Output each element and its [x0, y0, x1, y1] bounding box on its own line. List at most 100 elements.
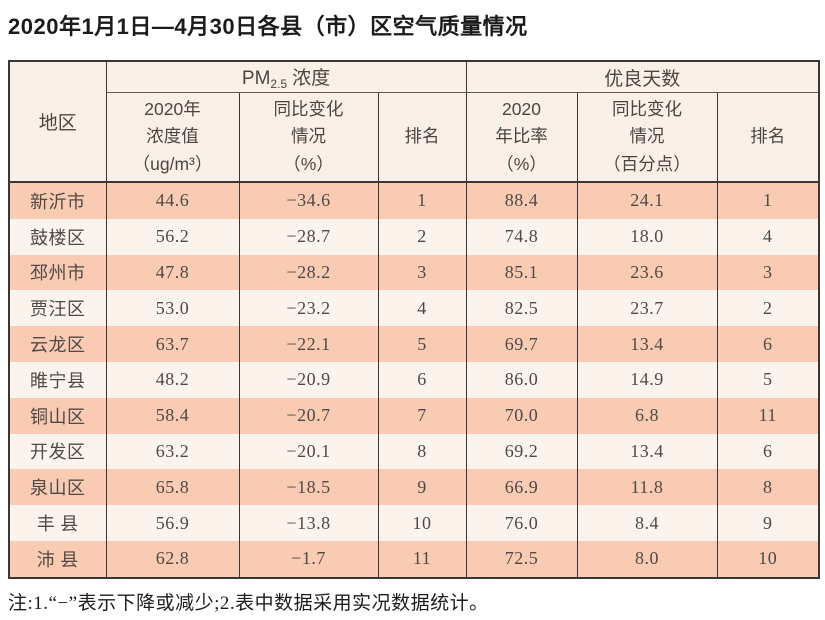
- days-rate-cell: 66.9: [465, 469, 577, 506]
- pm-change-cell: −22.1: [238, 326, 378, 362]
- table-row: 沛 县 62.8 −1.7 11 72.5 8.0 10: [8, 540, 820, 578]
- region-cell: 丰 县: [8, 505, 106, 541]
- days-rank-cell: 2: [716, 290, 820, 327]
- days-rank-cell: 6: [716, 326, 820, 362]
- days-rank-cell: 1: [716, 182, 820, 219]
- days-rate-cell: 72.5: [465, 540, 577, 578]
- pm-value-cell: 48.2: [105, 361, 239, 398]
- days-change-cell: 11.8: [576, 469, 717, 506]
- pm25-label-prefix: PM: [241, 68, 271, 89]
- days-change-cell: 6.8: [576, 397, 717, 434]
- table-row: 开发区 63.2 −20.1 8 69.2 13.4 6: [8, 433, 820, 470]
- days-rate-cell: 74.8: [465, 218, 577, 255]
- days-rank-cell: 8: [716, 469, 820, 506]
- pm-rank-cell: 7: [377, 397, 466, 434]
- table-row: 睢宁县 48.2 −20.9 6 86.0 14.9 5: [8, 361, 820, 398]
- days-rank-cell: 10: [716, 540, 820, 578]
- pm-value-cell: 63.7: [105, 326, 239, 362]
- pm-value-cell: 47.8: [105, 254, 239, 291]
- region-column-header: 地区: [8, 61, 106, 183]
- region-cell: 贾汪区: [8, 290, 106, 327]
- days-change-cell: 23.6: [576, 254, 717, 291]
- pm-rank-cell: 10: [377, 505, 466, 541]
- table-row: 铜山区 58.4 −20.7 7 70.0 6.8 11: [8, 397, 820, 434]
- table-row: 泉山区 65.8 −18.5 9 66.9 11.8 8: [8, 469, 820, 506]
- footnote: 注:1.“−”表示下降或减少;2.表中数据采用实况数据统计。: [8, 593, 489, 614]
- days-rate-cell: 82.5: [465, 290, 577, 327]
- pm-rank-cell: 11: [377, 540, 466, 578]
- pm-change-cell: −20.9: [238, 361, 378, 398]
- days-change-cell: 8.4: [576, 505, 717, 541]
- table-row: 贾汪区 53.0 −23.2 4 82.5 23.7 2: [8, 290, 820, 327]
- pm-rank-cell: 3: [377, 254, 466, 291]
- days-rank-column-header: 排名: [716, 92, 820, 183]
- table-row: 鼓楼区 56.2 −28.7 2 74.8 18.0 4: [8, 218, 820, 255]
- header-group-row: 地区 PM2.5 浓度 优良天数: [8, 61, 820, 183]
- days-rate-cell: 70.0: [465, 397, 577, 434]
- pm-value-cell: 56.9: [105, 505, 239, 541]
- pm25-group-header: PM2.5 浓度: [105, 61, 466, 93]
- region-cell: 鼓楼区: [8, 218, 106, 255]
- pm-change-cell: −20.1: [238, 433, 378, 470]
- region-cell: 新沂市: [8, 182, 106, 219]
- days-rate-cell: 76.0: [465, 505, 577, 541]
- days-change-cell: 13.4: [576, 326, 717, 362]
- region-cell: 睢宁县: [8, 361, 106, 398]
- days-rate-cell: 69.7: [465, 326, 577, 362]
- days-rank-cell: 3: [716, 254, 820, 291]
- pm-value-cell: 58.4: [105, 397, 239, 434]
- table-header: 地区 PM2.5 浓度 优良天数 2020年 浓度值 （ug/m³） 同比变化 情…: [8, 61, 820, 183]
- pm-value-cell: 56.2: [105, 218, 239, 255]
- days-change-cell: 8.0: [576, 540, 717, 578]
- pm-change-cell: −28.7: [238, 218, 378, 255]
- region-cell: 铜山区: [8, 397, 106, 434]
- days-change-column-header: 同比变化 情况 （百分点）: [576, 92, 717, 183]
- table-row: 丰 县 56.9 −13.8 10 76.0 8.4 9: [8, 505, 820, 541]
- pm-change-cell: −20.7: [238, 397, 378, 434]
- region-cell: 沛 县: [8, 540, 106, 578]
- pm-value-cell: 65.8: [105, 469, 239, 506]
- pm-change-cell: −34.6: [238, 182, 378, 219]
- pm25-label-suffix: 浓度: [292, 68, 331, 89]
- pm-rank-cell: 1: [377, 182, 466, 219]
- table-row: 云龙区 63.7 −22.1 5 69.7 13.4 6: [8, 326, 820, 362]
- pm-value-cell: 44.6: [105, 182, 239, 219]
- air-quality-table: 地区 PM2.5 浓度 优良天数 2020年 浓度值 （ug/m³） 同比变化 情…: [8, 60, 821, 579]
- pm-rank-column-header: 排名: [377, 92, 466, 183]
- header-sub-row: 2020年 浓度值 （ug/m³） 同比变化 情况 （%） 排名 2020 年比…: [9, 92, 820, 183]
- pm-rank-cell: 8: [377, 433, 466, 470]
- days-rank-cell: 4: [716, 218, 820, 255]
- pm-rank-cell: 9: [377, 469, 466, 506]
- pm-value-cell: 62.8: [105, 540, 239, 578]
- region-cell: 邳州市: [8, 254, 106, 291]
- pm-change-cell: −23.2: [238, 290, 378, 327]
- pm-rank-cell: 2: [377, 218, 466, 255]
- days-rate-cell: 86.0: [465, 361, 577, 398]
- table-row: 新沂市 44.6 −34.6 1 88.4 24.1 1: [8, 182, 820, 219]
- pm-value-cell: 53.0: [105, 290, 239, 327]
- pm-change-cell: −13.8: [238, 505, 378, 541]
- days-change-cell: 14.9: [576, 361, 717, 398]
- pm-change-column-header: 同比变化 情况 （%）: [238, 92, 378, 183]
- pm-value-cell: 63.2: [105, 433, 239, 470]
- days-rank-cell: 6: [716, 433, 820, 470]
- days-rate-column-header: 2020 年比率 （%）: [465, 92, 577, 183]
- table-row: 邳州市 47.8 −28.2 3 85.1 23.6 3: [8, 254, 820, 291]
- days-rank-cell: 5: [716, 361, 820, 398]
- days-rate-cell: 69.2: [465, 433, 577, 470]
- pm-rank-cell: 6: [377, 361, 466, 398]
- days-rate-cell: 88.4: [465, 182, 577, 219]
- days-change-cell: 23.7: [576, 290, 717, 327]
- pm25-label-subscript: 2.5: [270, 77, 288, 91]
- days-rank-cell: 9: [716, 505, 820, 541]
- pm-change-cell: −28.2: [238, 254, 378, 291]
- pm-value-column-header: 2020年 浓度值 （ug/m³）: [105, 92, 239, 183]
- days-change-cell: 24.1: [576, 182, 717, 219]
- pm-change-cell: −18.5: [238, 469, 378, 506]
- good-days-group-header: 优良天数: [465, 61, 820, 93]
- region-cell: 开发区: [8, 433, 106, 470]
- pm-change-cell: −1.7: [238, 540, 378, 578]
- days-change-cell: 13.4: [576, 433, 717, 470]
- region-cell: 云龙区: [8, 326, 106, 362]
- pm-rank-cell: 5: [377, 326, 466, 362]
